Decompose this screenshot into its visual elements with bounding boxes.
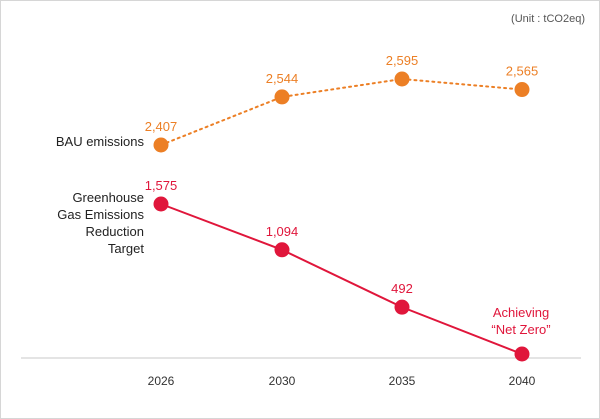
- unit-label: (Unit : tCO2eq): [511, 13, 585, 25]
- data-label-target: 492: [391, 281, 413, 296]
- series-label-target-line: Reduction: [85, 224, 144, 239]
- net-zero-annotation: Achieving “Net Zero”: [461, 304, 581, 338]
- data-label-bau: 2,407: [145, 119, 178, 134]
- data-point-target: [514, 346, 530, 362]
- data-point-bau: [274, 89, 290, 105]
- x-tick-label: 2030: [269, 374, 296, 388]
- data-label-target: 1,575: [145, 178, 178, 193]
- series-label-target-line: Gas Emissions: [57, 207, 144, 222]
- data-point-bau: [514, 82, 530, 98]
- x-tick-label: 2035: [389, 374, 416, 388]
- data-point-target: [274, 242, 290, 258]
- series-label-target-line: Greenhouse: [72, 190, 144, 205]
- data-point-bau: [153, 137, 169, 153]
- series-label-bau-line: BAU emissions: [55, 134, 144, 149]
- data-label-bau: 2,565: [506, 64, 539, 79]
- series-label-target: Greenhouse Gas Emissions Reduction Targe…: [57, 189, 144, 257]
- x-tick-label: 2026: [148, 374, 175, 388]
- data-label-target: 1,094: [266, 224, 299, 239]
- data-point-bau: [394, 71, 410, 87]
- net-zero-annotation-line: “Net Zero”: [491, 322, 551, 337]
- series-line-target: [160, 203, 523, 355]
- series-line-bau: [160, 77, 523, 146]
- data-point-target: [394, 299, 410, 315]
- x-tick-label: 2040: [509, 374, 536, 388]
- series-label-target-line: Target: [107, 241, 144, 256]
- data-label-bau: 2,544: [266, 71, 299, 86]
- series-label-bau: BAU emissions: [56, 133, 144, 150]
- data-point-target: [153, 196, 169, 212]
- data-label-bau: 2,595: [386, 53, 419, 68]
- net-zero-annotation-line: Achieving: [492, 305, 550, 320]
